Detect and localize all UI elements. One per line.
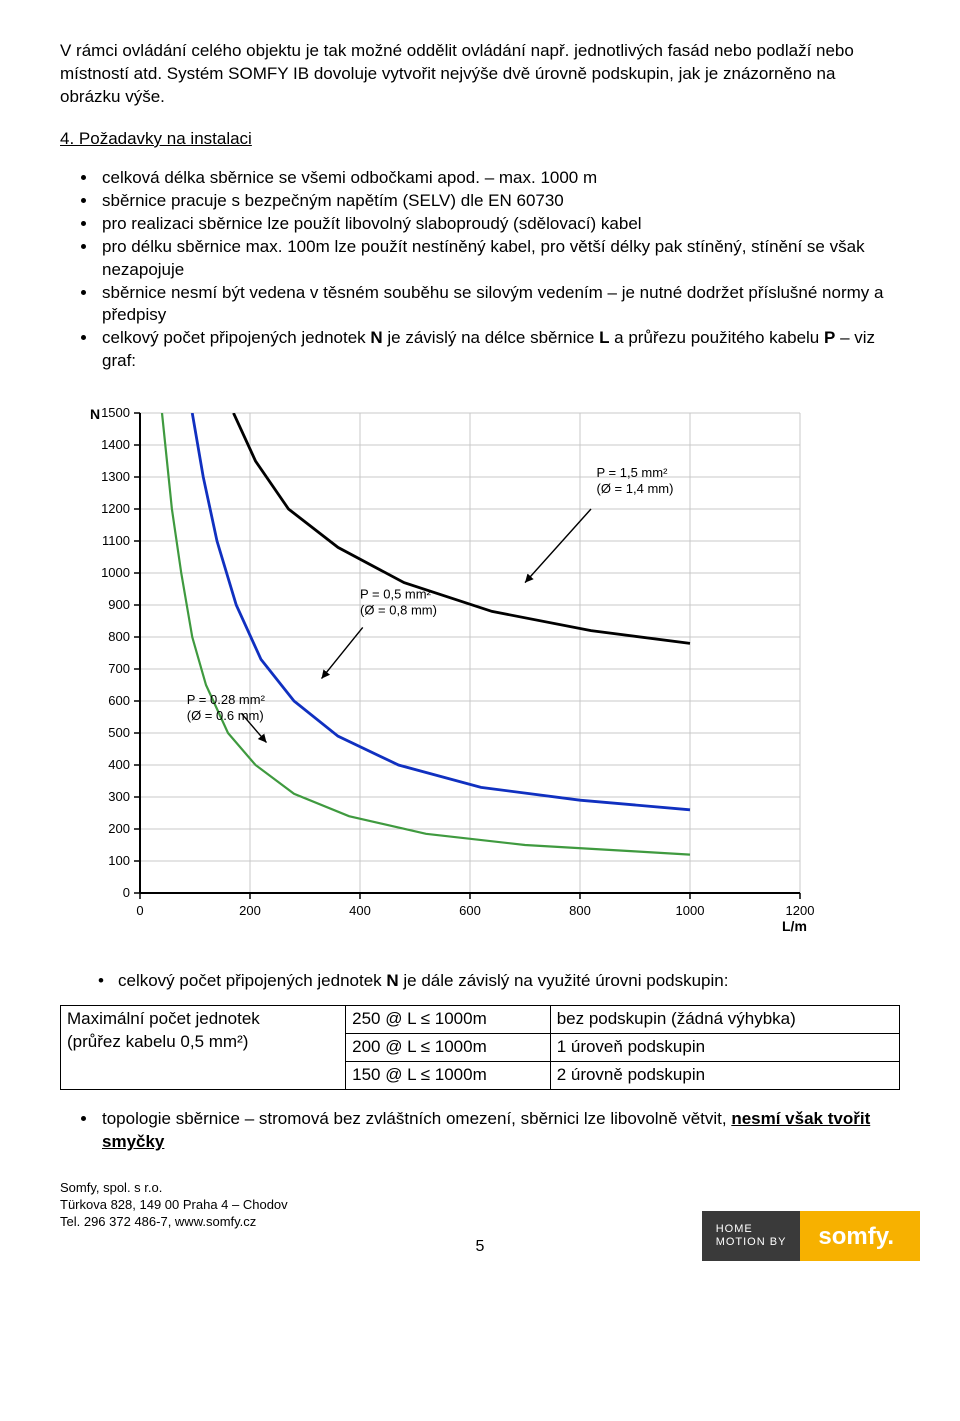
svg-text:L/m: L/m bbox=[782, 918, 807, 934]
table-text: Maximální počet jednotek bbox=[67, 1009, 260, 1028]
somfy-logo: somfy. bbox=[800, 1211, 920, 1261]
footer-logos: HOME MOTION BY somfy. bbox=[702, 1211, 920, 1261]
list-item: sběrnice pracuje s bezpečným napětím (SE… bbox=[98, 190, 900, 213]
requirements-list: celková délka sběrnice se všemi odbočkam… bbox=[60, 167, 900, 373]
home-motion-logo: HOME MOTION BY bbox=[702, 1211, 801, 1261]
svg-text:400: 400 bbox=[108, 757, 130, 772]
svg-text:1000: 1000 bbox=[101, 565, 130, 580]
logo-text: HOME bbox=[716, 1223, 787, 1236]
svg-text:0: 0 bbox=[136, 903, 143, 918]
logo-text: MOTION BY bbox=[716, 1236, 787, 1249]
unit-count-table: Maximální počet jednotek (průřez kabelu … bbox=[60, 1005, 900, 1090]
svg-text:1300: 1300 bbox=[101, 469, 130, 484]
table-cell: 150 @ L ≤ 1000m bbox=[346, 1062, 551, 1090]
svg-text:P = 0,5 mm²: P = 0,5 mm² bbox=[360, 587, 432, 602]
svg-text:100: 100 bbox=[108, 853, 130, 868]
list-item: topologie sběrnice – stromová bez zvlášt… bbox=[98, 1108, 900, 1154]
svg-text:700: 700 bbox=[108, 661, 130, 676]
list-item: sběrnice nesmí být vedena v těsném soubě… bbox=[98, 282, 900, 328]
list-item: celkový počet připojených jednotek N je … bbox=[98, 327, 900, 373]
table-col0: Maximální počet jednotek (průřez kabelu … bbox=[61, 1006, 346, 1090]
section-heading: 4. Požadavky na instalaci bbox=[60, 129, 900, 149]
bullet-icon: • bbox=[98, 971, 118, 991]
table-text: (průřez kabelu 0,5 mm²) bbox=[67, 1032, 248, 1051]
svg-text:300: 300 bbox=[108, 789, 130, 804]
svg-text:800: 800 bbox=[108, 629, 130, 644]
after-chart-text: celkový počet připojených jednotek N je … bbox=[118, 971, 728, 990]
final-list: topologie sběrnice – stromová bez zvlášt… bbox=[60, 1108, 900, 1154]
page-footer: Somfy, spol. s r.o. Türkova 828, 149 00 … bbox=[60, 1180, 900, 1257]
svg-text:1500: 1500 bbox=[101, 405, 130, 420]
svg-text:800: 800 bbox=[569, 903, 591, 918]
svg-text:1200: 1200 bbox=[786, 903, 815, 918]
document-page: V rámci ovládání celého objektu je tak m… bbox=[0, 0, 960, 1277]
table-cell: bez podskupin (žádná výhybka) bbox=[550, 1006, 899, 1034]
svg-text:200: 200 bbox=[108, 821, 130, 836]
table-cell: 1 úroveň podskupin bbox=[550, 1034, 899, 1062]
table-cell: 200 @ L ≤ 1000m bbox=[346, 1034, 551, 1062]
svg-text:1400: 1400 bbox=[101, 437, 130, 452]
intro-paragraph: V rámci ovládání celého objektu je tak m… bbox=[60, 40, 900, 109]
svg-text:400: 400 bbox=[349, 903, 371, 918]
svg-text:P = 0.28 mm²: P = 0.28 mm² bbox=[187, 692, 266, 707]
line-chart: 0 100 200 300 400 500 600 700 800 900 1000 1100 1200… bbox=[60, 393, 840, 953]
chart-container: 0 100 200 300 400 500 600 700 800 900 1000 1100 1200… bbox=[60, 393, 900, 953]
list-item: celková délka sběrnice se všemi odbočkam… bbox=[98, 167, 900, 190]
svg-text:200: 200 bbox=[239, 903, 261, 918]
logo-text: somfy. bbox=[818, 1221, 894, 1252]
svg-text:500: 500 bbox=[108, 725, 130, 740]
svg-text:1200: 1200 bbox=[101, 501, 130, 516]
svg-text:(Ø = 0,8 mm): (Ø = 0,8 mm) bbox=[360, 603, 437, 618]
svg-text:1100: 1100 bbox=[102, 533, 130, 548]
svg-text:900: 900 bbox=[108, 597, 130, 612]
svg-text:(Ø = 1,4 mm): (Ø = 1,4 mm) bbox=[597, 481, 674, 496]
footer-company: Somfy, spol. s r.o. bbox=[60, 1180, 900, 1197]
svg-text:1000: 1000 bbox=[676, 903, 705, 918]
svg-text:P = 1,5 mm²: P = 1,5 mm² bbox=[597, 465, 669, 480]
table-cell: 2 úrovně podskupin bbox=[550, 1062, 899, 1090]
svg-text:N: N bbox=[90, 406, 100, 422]
svg-text:600: 600 bbox=[459, 903, 481, 918]
svg-text:(Ø = 0.6 mm): (Ø = 0.6 mm) bbox=[187, 708, 264, 723]
svg-text:600: 600 bbox=[108, 693, 130, 708]
svg-text:0: 0 bbox=[123, 885, 130, 900]
list-item: pro realizaci sběrnice lze použít libovo… bbox=[98, 213, 900, 236]
after-chart-bullet: •celkový počet připojených jednotek N je… bbox=[60, 971, 900, 991]
table-cell: 250 @ L ≤ 1000m bbox=[346, 1006, 551, 1034]
list-item: pro délku sběrnice max. 100m lze použít … bbox=[98, 236, 900, 282]
